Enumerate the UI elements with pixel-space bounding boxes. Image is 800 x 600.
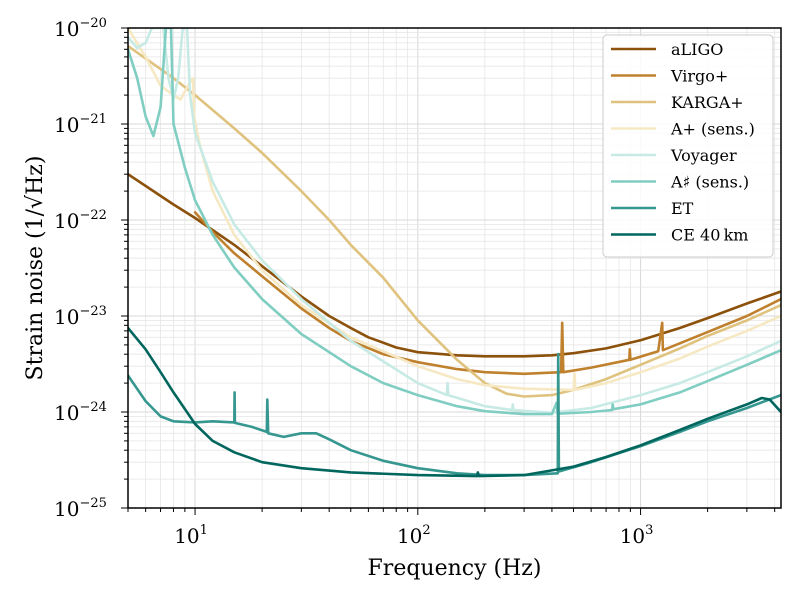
legend-item: aLIGO [611, 40, 723, 59]
y-tick-label-base: 10 [54, 113, 79, 137]
legend-label: Voyager [670, 146, 737, 165]
x-tick-label-base: 10 [620, 524, 645, 548]
y-tick-label-base: 10 [54, 401, 79, 425]
series-line-karga [128, 44, 781, 398]
y-tick-label-exponent: −23 [79, 304, 106, 319]
curves [128, 28, 781, 478]
legend-item: A+ (sens.) [611, 120, 755, 139]
plot-frame [127, 27, 782, 509]
y-tick-label-base: 10 [54, 17, 79, 41]
x-tick-label-base: 10 [397, 524, 422, 548]
series-line-ce-40-km [128, 326, 781, 478]
x-tick-label: 103 [620, 523, 654, 548]
x-tick-labels: 101 102 103 [174, 523, 653, 548]
series-line-virgo [193, 211, 781, 376]
legend-item: Virgo+ [611, 67, 728, 86]
legend-item: Voyager [611, 146, 737, 165]
y-tick-label-exponent: −22 [79, 208, 106, 223]
legend-label: KARGA+ [671, 93, 744, 112]
legend: aLIGO Virgo+ KARGA+ A+ (sens.) Voyager A♯ (se… [602, 34, 774, 258]
legend-label: aLIGO [671, 40, 723, 59]
series-line-et [128, 352, 781, 477]
legend-box [602, 34, 774, 258]
legend-label: ET [671, 199, 694, 218]
x-tick-label-exponent: 1 [200, 523, 208, 538]
y-tick-label-exponent: −21 [79, 112, 106, 127]
y-tick-label-exponent: −20 [79, 16, 106, 31]
y-tick-label: 10−20 [54, 16, 107, 41]
y-tick-label: 10−25 [54, 496, 107, 521]
y-tick-label: 10−21 [54, 112, 107, 137]
legend-label: A♯ (sens.) [670, 173, 749, 192]
series-line-voyager [128, 28, 781, 415]
y-tick-label-base: 10 [54, 497, 79, 521]
x-tick-label-base: 10 [174, 524, 199, 548]
legend-label: Virgo+ [670, 67, 728, 86]
x-tick-label-exponent: 3 [645, 523, 653, 538]
x-tick-label-exponent: 2 [422, 523, 430, 538]
legend-item: CE 40 km [611, 226, 748, 245]
y-tick-label-exponent: −25 [79, 496, 106, 511]
x-tick-label: 101 [174, 523, 208, 548]
y-tick-label-base: 10 [54, 305, 79, 329]
legend-item: ET [611, 199, 694, 218]
series-line-a-sens [128, 28, 781, 392]
legend-label: A+ (sens.) [670, 120, 755, 139]
y-tick-label: 10−24 [54, 400, 107, 425]
axis-ticks [121, 27, 776, 515]
y-tick-label-base: 10 [54, 209, 79, 233]
x-tick-label: 102 [397, 523, 431, 548]
legend-item: A♯ (sens.) [611, 173, 749, 192]
y-tick-label-exponent: −24 [79, 400, 106, 415]
x-axis-label: Frequency (Hz) [368, 556, 542, 581]
y-axis-label: Strain noise (1/√Hz) [23, 156, 48, 381]
legend-label: CE 40 km [671, 226, 748, 245]
y-tick-label: 10−23 [54, 304, 107, 329]
legend-item: KARGA+ [611, 93, 744, 112]
series-line-a-sens [128, 28, 781, 416]
y-tick-label: 10−22 [54, 208, 107, 233]
